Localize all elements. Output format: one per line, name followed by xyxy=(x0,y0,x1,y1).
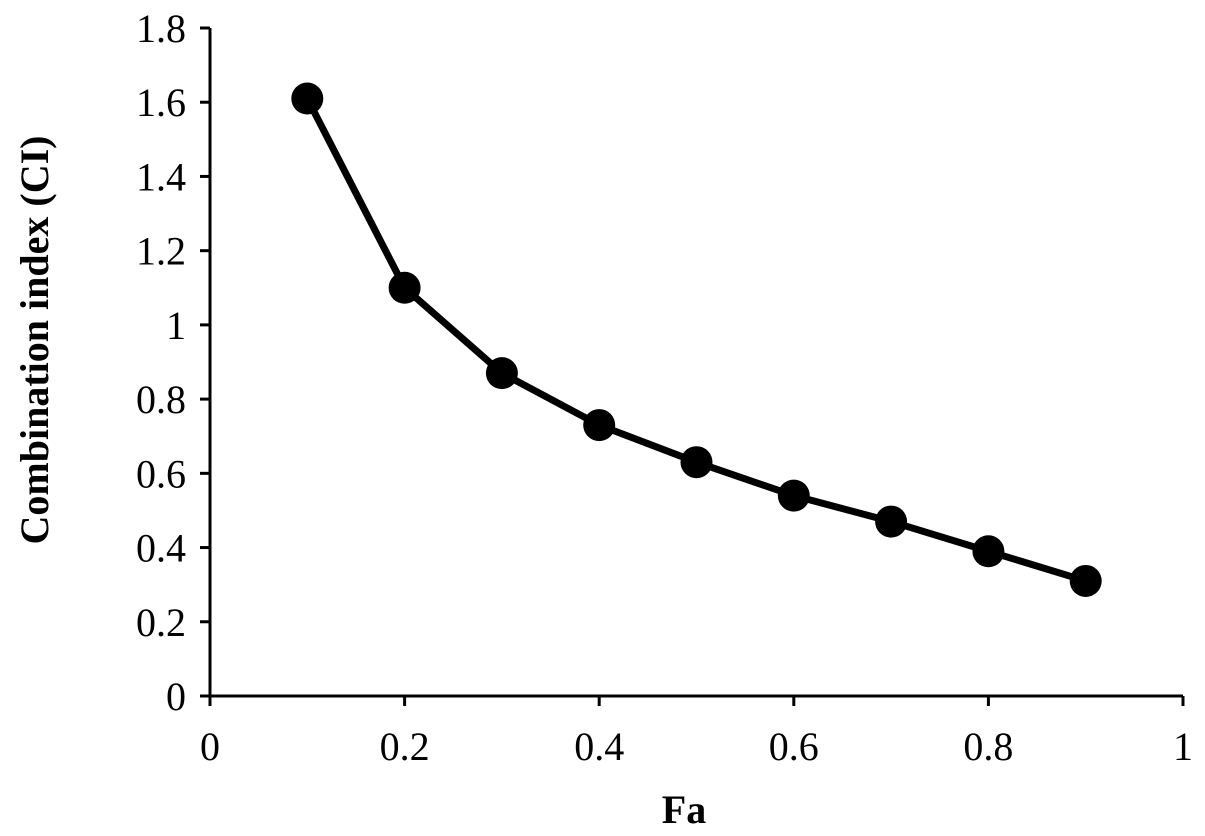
y-tick-label: 1.2 xyxy=(136,229,186,274)
series-line xyxy=(303,95,1090,585)
series xyxy=(291,82,1102,597)
y-axis-title: Combination index (CI) xyxy=(12,136,57,545)
data-point xyxy=(388,271,421,304)
y-tick-label: 0.2 xyxy=(136,600,186,645)
y-tick-label: 1 xyxy=(166,303,186,348)
y-tick-label: 1.6 xyxy=(136,80,186,125)
x-tick-label: 0.6 xyxy=(769,724,819,769)
data-point xyxy=(972,535,1005,568)
axes xyxy=(208,28,1183,698)
data-point xyxy=(583,409,616,442)
x-tick-label: 0.2 xyxy=(380,724,430,769)
y-tick-label: 0.4 xyxy=(136,526,186,571)
y-tick-label: 1.4 xyxy=(136,154,186,199)
y-tick-label: 0.8 xyxy=(136,377,186,422)
x-axis-title: Fa xyxy=(662,787,706,832)
y-ticks xyxy=(200,26,210,698)
data-point xyxy=(875,505,908,538)
x-tick-label: 1 xyxy=(1173,724,1193,769)
data-point xyxy=(680,446,713,479)
data-point xyxy=(1069,564,1102,597)
y-tick-label: 0.6 xyxy=(136,451,186,496)
x-ticks xyxy=(208,696,1185,706)
y-tick-label: 1.8 xyxy=(136,6,186,51)
data-point xyxy=(485,357,518,390)
data-point xyxy=(291,82,324,115)
x-tick-label: 0.8 xyxy=(963,724,1013,769)
y-tick-labels: 0 0.2 0.4 0.6 0.8 1 1.2 1.4 1.6 1.8 xyxy=(136,6,186,719)
x-tick-label: 0.4 xyxy=(574,724,624,769)
data-point xyxy=(777,479,810,512)
x-tick-label: 0 xyxy=(200,724,220,769)
y-tick-label: 0 xyxy=(166,674,186,719)
x-tick-labels: 0 0.2 0.4 0.6 0.8 1 xyxy=(200,724,1193,769)
